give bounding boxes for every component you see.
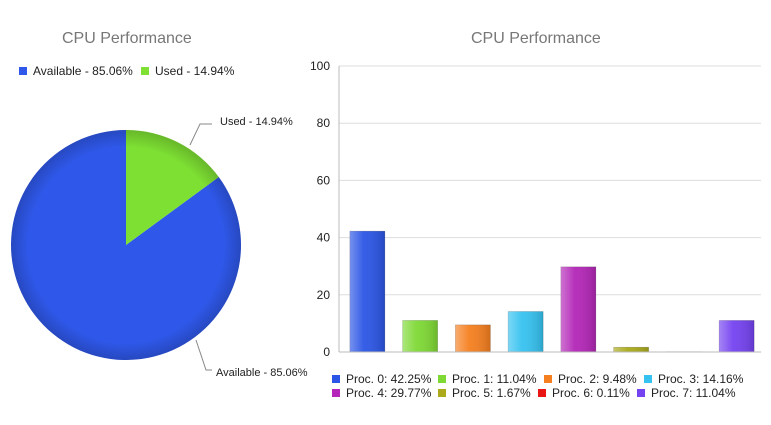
bar-sheen [560,266,596,352]
bar-legend-swatch [644,375,652,383]
pie-legend-item-used[interactable]: Used - 14.94% [141,64,234,78]
bar-legend-swatch [438,375,446,383]
bar-proc-0[interactable] [349,230,386,353]
bar-legend-item-proc-6[interactable]: Proc. 6: 0.11% [538,386,630,400]
bar-rect [402,320,438,353]
bar-rect [613,346,649,353]
bar-proc-6[interactable] [666,351,702,353]
bar-legend-swatch [544,375,552,383]
pie-leader-line-available [195,339,212,371]
bar-legend-label: Proc. 0: 42.25% [346,372,432,386]
bar-legend-label: Proc. 3: 14.16% [658,372,744,386]
bar-sheen [613,347,649,352]
bar-rect [455,324,491,353]
bar-legend-swatch [332,389,340,397]
bar-legend-item-proc-1[interactable]: Proc. 1: 11.04% [438,372,537,386]
bar-chart-title: CPU Performance [471,30,601,47]
bar-sheen [508,311,544,352]
bar-sheen [666,351,702,353]
bar-proc-3[interactable] [507,311,544,353]
bar-legend-item-proc-5[interactable]: Proc. 5: 1.67% [438,386,531,400]
bar-sheen [719,320,755,352]
bar-rect [718,320,755,353]
bar-proc-5[interactable] [613,346,649,353]
pie-legend-item-available[interactable]: Available - 85.06% [19,64,133,78]
bar-legend-item-proc-7[interactable]: Proc. 7: 11.04% [637,386,736,400]
bar-legend-label: Proc. 7: 11.04% [651,386,736,400]
pie-slice-label-available: Available - 85.06% [216,367,308,379]
pie-legend-swatch-used [141,67,149,75]
bar-legend-label: Proc. 1: 11.04% [452,372,537,386]
bar-legend-label: Proc. 6: 0.11% [552,386,630,400]
bar-legend-item-proc-2[interactable]: Proc. 2: 9.48% [544,372,637,386]
bar-proc-1[interactable] [402,320,438,353]
bar-legend-swatch [438,389,446,397]
bar-legend-swatch [538,389,546,397]
bar-legend-swatch [332,375,340,383]
bar-proc-4[interactable] [560,266,597,353]
pie-leader-line-used [189,123,212,146]
pie-legend-label-available: Available - 85.06% [33,64,133,78]
bar-rect [560,266,597,353]
bar-sheen [349,231,385,352]
pie-shading [11,130,241,360]
bar-legend-item-proc-3[interactable]: Proc. 3: 14.16% [644,372,743,386]
bar-proc-2[interactable] [455,324,491,353]
bar-rect [666,351,702,353]
bar-legend-item-proc-4[interactable]: Proc. 4: 29.77% [332,386,431,400]
bar-sheen [455,324,491,352]
pie-legend-label-used: Used - 14.94% [155,64,235,78]
bar-legend-label: Proc. 2: 9.48% [558,372,637,386]
pie-chart-title: CPU Performance [62,30,192,47]
pie-chart: Used - 14.94% Available - 85.06% [10,116,308,379]
bar-legend-item-proc-0[interactable]: Proc. 0: 42.25% [332,372,431,386]
bar-sheen [402,320,438,352]
bar-legend-label: Proc. 4: 29.77% [346,386,432,400]
bar-legend-label: Proc. 5: 1.67% [452,386,531,400]
pie-legend-swatch-available [19,67,27,75]
bar-proc-7[interactable] [718,320,755,353]
pie-slice-label-used: Used - 14.94% [220,116,293,128]
bar-legend-swatch [637,389,645,397]
bar-rect [349,230,386,353]
y-tick-label: 0 [323,345,330,359]
bar-rect [507,311,544,353]
